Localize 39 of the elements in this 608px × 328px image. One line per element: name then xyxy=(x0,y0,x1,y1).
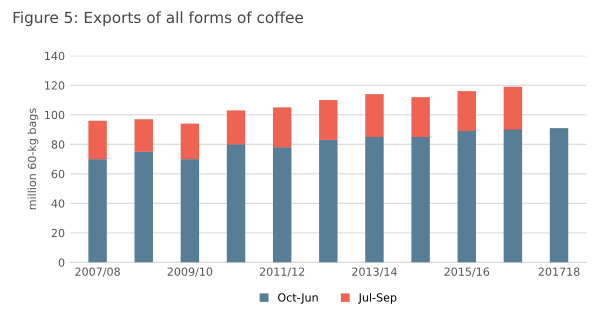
bar xyxy=(319,100,338,140)
bar xyxy=(504,86,522,130)
y-tick-label: 140 xyxy=(45,52,64,60)
bar xyxy=(272,147,292,262)
bar xyxy=(88,159,107,262)
bar xyxy=(504,130,522,262)
bar xyxy=(226,144,246,262)
bar xyxy=(550,128,568,262)
bar xyxy=(180,124,200,160)
y-tick-label: 120 xyxy=(45,81,64,90)
y-tick-label: 0 xyxy=(58,258,64,267)
y-tick-label: 80 xyxy=(52,140,64,149)
bar xyxy=(134,152,153,262)
bar xyxy=(365,136,384,262)
y-tick-label: 60 xyxy=(52,170,64,178)
x-tick-label: 2007/08 xyxy=(75,267,120,277)
y-axis-title: million 60-kg bags xyxy=(28,108,38,210)
bar xyxy=(365,94,384,137)
bar xyxy=(134,119,153,152)
bar xyxy=(458,91,476,132)
bar xyxy=(411,97,430,137)
legend-label: Oct-Jun xyxy=(278,293,318,304)
bar xyxy=(319,140,338,262)
y-tick-label: 20 xyxy=(52,228,64,238)
x-tick-label: 2009/10 xyxy=(168,267,212,277)
x-tick-label: 201718 xyxy=(538,267,580,276)
chart-title: Figure 5: Exports of all forms of coffee xyxy=(14,11,304,26)
x-tick-label: 2013/14 xyxy=(352,267,397,277)
x-tick-label: 2011/12 xyxy=(260,267,304,277)
bar xyxy=(180,159,200,262)
bar xyxy=(411,136,430,262)
y-tick-label: 40 xyxy=(51,199,64,208)
legend-label: Jul-Sep xyxy=(358,293,396,304)
bar xyxy=(88,120,107,160)
bar xyxy=(226,110,246,144)
bar xyxy=(458,131,476,262)
x-tick-label: 2015/16 xyxy=(444,267,490,277)
bar xyxy=(272,107,292,148)
y-tick-label: 100 xyxy=(45,110,64,120)
